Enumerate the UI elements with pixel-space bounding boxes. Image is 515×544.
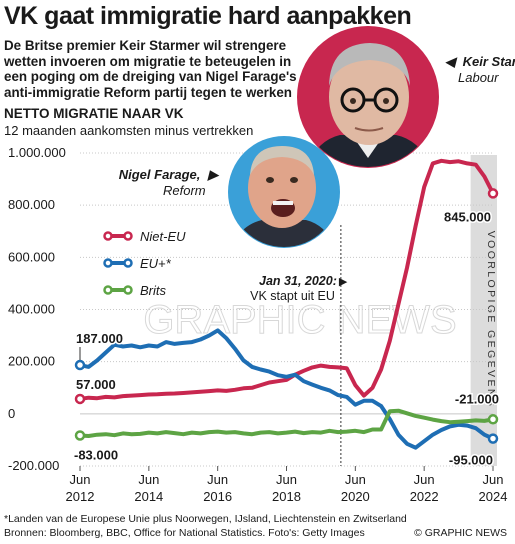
x-tick-month: Jun	[70, 472, 91, 487]
legend-dot-b-0	[123, 231, 133, 241]
chart-title: NETTO MIGRATIE NAAR VK	[4, 106, 184, 121]
footnote: *Landen van de Europese Unie plus Noorwe…	[4, 513, 407, 525]
series-end-point-1	[487, 433, 499, 444]
y-tick-label: 800.000	[8, 197, 55, 212]
series-start-point-0	[74, 393, 86, 405]
series-end-label-1: -95.000	[449, 453, 493, 468]
starmer-pointer: ◀	[445, 54, 458, 69]
starmer-name: Keir Starmer,	[463, 54, 515, 69]
x-tick-year: 2016	[203, 489, 232, 504]
starmer-photo	[297, 26, 439, 168]
farage-name: Nigel Farage,	[119, 167, 201, 182]
brexit-text: VK stapt uit EU	[250, 289, 335, 303]
x-tick-year: 2012	[66, 489, 95, 504]
farage-caption: Nigel Farage, ▶	[119, 167, 220, 182]
x-tick-month: Jun	[138, 472, 159, 487]
series-end-point-0	[487, 188, 499, 199]
series-start-point-1	[74, 359, 86, 371]
x-tick-year: 2018	[272, 489, 301, 504]
chart-subtitle: 12 maanden aankomsten minus vertrekken	[4, 123, 254, 138]
y-tick-label: -200.000	[8, 458, 59, 473]
x-tick-year: 2014	[134, 489, 163, 504]
legend-dot-a-2	[103, 285, 113, 295]
x-tick-month: Jun	[207, 472, 228, 487]
y-tick-label: 600.000	[8, 249, 55, 264]
series-line-1	[78, 328, 495, 450]
series-end-label-0: 845.000	[444, 209, 491, 224]
series-start-point-2	[74, 430, 86, 441]
farage-photo	[228, 136, 340, 248]
sources: Bronnen: Bloomberg, BBC, Office for Nati…	[4, 527, 365, 539]
series-line-2	[78, 408, 495, 438]
y-tick-label: 200.000	[8, 354, 55, 369]
x-tick-year: 2020	[341, 489, 370, 504]
brexit-pointer: ▶	[339, 276, 348, 288]
x-tick-month: Jun	[276, 472, 297, 487]
provisional-label: VOORLOPIGE GEGEVENS	[485, 231, 497, 408]
starmer-party: Labour	[458, 70, 499, 85]
series-line-0	[78, 158, 495, 401]
x-tick-year: 2024	[479, 489, 508, 504]
x-tick-month: Jun	[483, 472, 504, 487]
subtitle: De Britse premier Keir Starmer wil stren…	[4, 38, 297, 100]
legend-dot-b-1	[123, 258, 133, 268]
legend-dot-a-1	[103, 258, 113, 268]
series-start-label-0: 57.000	[76, 377, 116, 392]
x-tick-year: 2022	[410, 489, 439, 504]
legend-dot-b-2	[123, 285, 133, 295]
page-title: VK gaat immigratie hard aanpakken	[4, 2, 412, 30]
watermark: GRAPHIC NEWS	[143, 298, 456, 342]
y-tick-label: 400.000	[8, 302, 55, 317]
series-end-label-2: -21.000	[455, 391, 499, 406]
x-tick-month: Jun	[345, 472, 366, 487]
starmer-caption: ◀ Keir Starmer,	[445, 54, 515, 69]
series-end-point-2	[487, 414, 499, 425]
farage-party: Reform	[163, 183, 206, 198]
legend-label-1: EU+*	[140, 256, 172, 271]
brexit-date: Jan 31, 2020:	[259, 274, 337, 288]
legend-label-2: Brits	[140, 283, 167, 298]
series-start-label-1: 187.000	[76, 331, 123, 346]
farage-pointer: ▶	[207, 167, 220, 182]
series-start-label-2: -83.000	[74, 447, 118, 462]
y-tick-label: 1.000.000	[8, 145, 66, 160]
y-tick-label: 0	[8, 406, 15, 421]
legend-dot-a-0	[103, 231, 113, 241]
legend-label-0: Niet-EU	[140, 229, 186, 244]
credit: © GRAPHIC NEWS	[414, 527, 507, 539]
x-tick-month: Jun	[414, 472, 435, 487]
